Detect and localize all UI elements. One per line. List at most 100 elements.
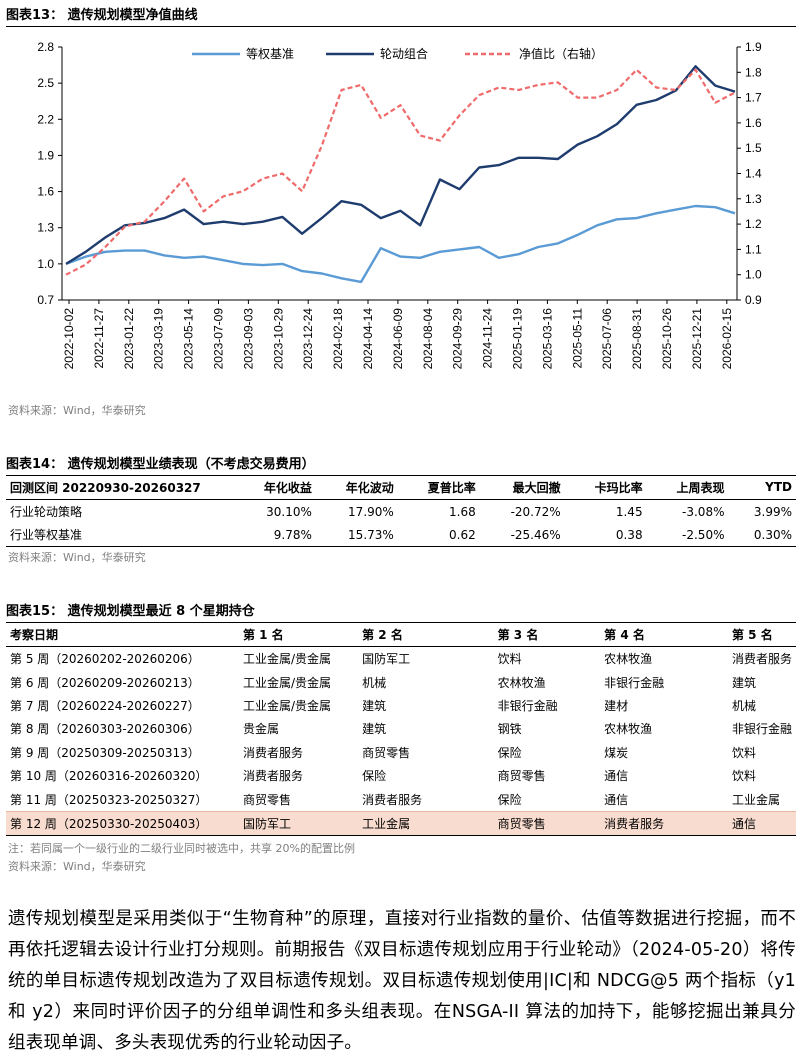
header-last-week: 上周表现 <box>646 475 729 500</box>
header-rank-3: 第 3 名 <box>493 622 601 647</box>
x-tick-label: 2023-03-19 <box>152 308 166 370</box>
cell: 建筑 <box>362 698 387 713</box>
figure-15-note: 注：若同属一个一级行业的二级行业同时被选中，共享 20%的配置比例 <box>8 842 355 855</box>
left-tick-label: 2.5 <box>37 76 54 90</box>
row-label: 第 8 周（20260303-20260306） <box>10 722 200 737</box>
x-tick-label: 2025-05-11 <box>570 308 584 369</box>
series-line-1 <box>65 65 736 265</box>
cell: 消费者服务 <box>242 745 303 760</box>
cell: 15.73% <box>315 523 398 547</box>
x-tick-label: 2023-05-14 <box>182 308 196 370</box>
figure-14-title: 图表14： 遗传规划模型业绩表现（不考虑交易费用） <box>6 453 796 476</box>
left-tick-label: 0.7 <box>37 293 54 307</box>
performance-header-row: 回测区间 20220930-20260327 年化收益 年化波动 夏普比率 最大… <box>6 475 796 500</box>
cell: 1.45 <box>615 504 643 519</box>
cell: 贵金属 <box>242 722 279 737</box>
cell: 农林牧渔 <box>604 652 653 667</box>
cell: 0.38 <box>564 523 647 547</box>
right-tick-label: 1.9 <box>745 40 762 54</box>
header-date: 考察日期 <box>6 622 239 647</box>
cell: 消费者服务 <box>362 792 423 807</box>
cell: 机械 <box>731 698 756 713</box>
x-tick-label: 2025-07-06 <box>600 308 614 370</box>
cell: 饮料 <box>731 769 756 784</box>
table-row: 第 12 周（20250330-20250403） 国防军工 工业金属 商贸零售 消费者… <box>6 810 796 837</box>
x-tick-label: 2023-09-03 <box>241 308 255 370</box>
header-annual-vol: 年化波动 <box>315 475 398 500</box>
row-label: 第 5 周（20260202-20260206） <box>10 652 200 667</box>
body-paragraph: 遗传规划模型是采用类似于“生物育种”的原理，直接对行业指数的量价、估值等数据进行… <box>8 904 796 1059</box>
series-line-0 <box>65 204 736 284</box>
holdings-table: 考察日期 第 1 名 第 2 名 第 3 名 第 4 名 第 5 名 第 5 周… <box>6 622 796 837</box>
cell: -3.08% <box>682 504 725 519</box>
cell: 国防军工 <box>238 810 359 837</box>
legend-label-0: 等权基准 <box>246 47 294 61</box>
right-tick-label: 1.1 <box>745 242 762 256</box>
cell: 建筑 <box>362 722 387 737</box>
table-row: 第 11 周（20250323-20250327） 商贸零售 消费者服务 保险 通信 工业… <box>6 787 796 811</box>
cell: 非银行金融 <box>497 698 558 713</box>
row-label: 行业轮动策略 <box>10 505 83 519</box>
cell: 商贸零售 <box>242 792 291 807</box>
x-tick-label: 2025-03-16 <box>540 308 554 370</box>
cell: 工业金属 <box>358 810 494 837</box>
figure-13-title: 图表13： 遗传规划模型净值曲线 <box>6 4 796 27</box>
cell: 钢铁 <box>497 722 522 737</box>
cell: 通信 <box>727 810 796 837</box>
right-tick-label: 1.2 <box>745 217 762 231</box>
header-period: 回测区间 20220930-20260327 <box>6 475 234 500</box>
cell: 非银行金融 <box>731 722 792 737</box>
right-tick-label: 1.7 <box>745 91 762 105</box>
cell: 17.90% <box>348 504 394 519</box>
row-label: 第 6 周（20260209-20260213） <box>10 675 200 690</box>
left-tick-label: 1.0 <box>37 257 54 271</box>
table-row: 行业等权基准 9.78% 15.73% 0.62 -25.46% 0.38 -2… <box>6 523 796 547</box>
header-ytd: YTD <box>728 475 796 500</box>
right-tick-label: 1.0 <box>745 268 762 282</box>
x-tick-label: 2024-06-09 <box>391 308 405 370</box>
left-tick-label: 2.2 <box>37 112 54 126</box>
table-row: 第 6 周（20260209-20260213） 工业金属/贵金属 机械 农林牧渔 非银… <box>6 670 796 693</box>
x-tick-label: 2025-10-26 <box>660 308 674 370</box>
x-tick-label: 2025-01-19 <box>511 308 525 370</box>
cell: 商贸零售 <box>497 769 546 784</box>
legend-label-1: 轮动组合 <box>380 46 428 61</box>
table-row: 第 5 周（20260202-20260206） 工业金属/贵金属 国防军工 饮料 农林… <box>6 647 796 671</box>
cell: 煤炭 <box>604 745 629 760</box>
header-rank-1: 第 1 名 <box>238 622 359 647</box>
header-rank-5: 第 5 名 <box>727 622 796 647</box>
x-tick-label: 2024-02-18 <box>331 308 345 370</box>
cell: 工业金属/贵金属 <box>242 652 332 667</box>
cell: 消费者服务 <box>600 810 728 837</box>
cell: 建筑 <box>731 675 756 690</box>
right-tick-label: 1.8 <box>745 65 762 79</box>
left-tick-label: 1.9 <box>37 148 54 162</box>
cell: 通信 <box>604 769 629 784</box>
legend-label-2: 净值比（右轴） <box>519 46 603 61</box>
header-annual-return: 年化收益 <box>234 475 316 500</box>
table-row: 行业轮动策略 30.10% 17.90% 1.68 -20.72% 1.45 -… <box>6 500 796 524</box>
x-tick-label: 2025-08-31 <box>630 308 644 370</box>
cell: 建材 <box>604 698 629 713</box>
figure-15-title: 图表15： 遗传规划模型最近 8 个星期持仓 <box>6 600 796 623</box>
cell: 饮料 <box>497 652 522 667</box>
performance-table: 回测区间 20220930-20260327 年化收益 年化波动 夏普比率 最大… <box>6 475 796 547</box>
cell: 0.62 <box>397 523 480 547</box>
left-tick-label: 1.6 <box>37 185 54 199</box>
cell: 3.99% <box>753 504 792 519</box>
cell: 0.30% <box>728 523 796 547</box>
x-tick-label: 2022-11-27 <box>92 308 106 369</box>
cell: 商贸零售 <box>362 745 411 760</box>
cell: 工业金属 <box>731 792 780 807</box>
x-tick-label: 2023-10-29 <box>271 308 285 370</box>
cell: 保险 <box>362 769 387 784</box>
right-tick-label: 1.3 <box>745 192 762 206</box>
cell: 商贸零售 <box>493 810 601 837</box>
x-tick-label: 2023-01-22 <box>122 308 136 370</box>
figure-14-source: 资料来源：Wind，华泰研究 <box>8 551 146 564</box>
cell: -2.50% <box>646 523 729 547</box>
cell: 农林牧渔 <box>497 675 546 690</box>
table-row: 第 9 周（20250309-20250313） 消费者服务 商贸零售 保险 煤炭 饮料 <box>6 741 796 764</box>
series-line-2 <box>65 68 736 276</box>
header-rank-2: 第 2 名 <box>358 622 494 647</box>
